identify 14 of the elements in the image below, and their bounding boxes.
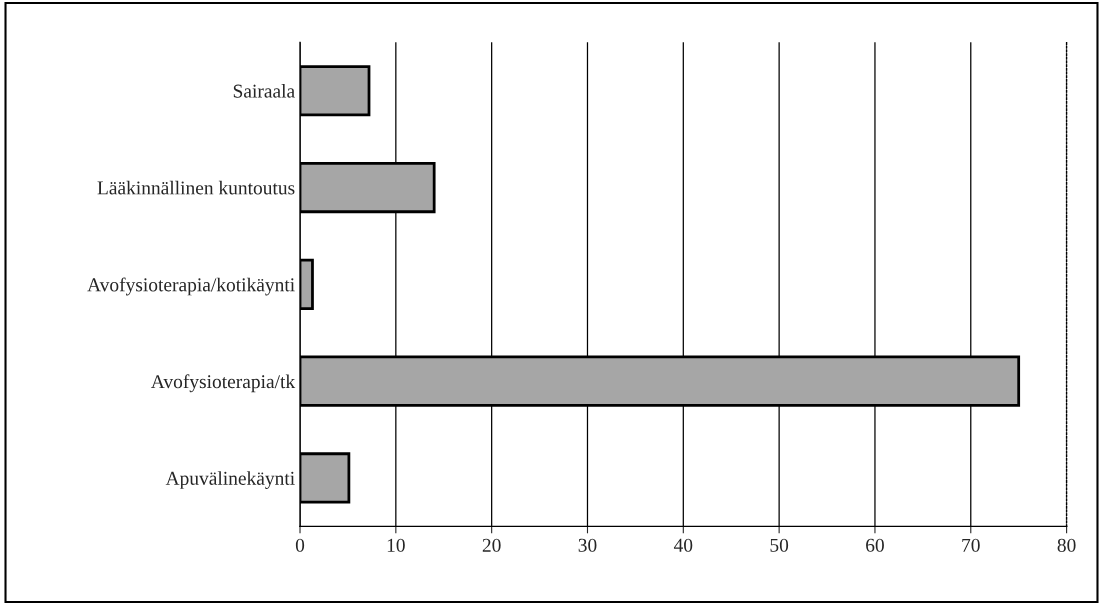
y-tick-label: Avofysioterapia/kotikäynti bbox=[87, 277, 295, 296]
x-tick-label: 10 bbox=[387, 538, 405, 552]
y-tick-label: Sairaala bbox=[233, 84, 295, 98]
x-tick-label: 80 bbox=[1057, 538, 1076, 552]
x-tick-label: 70 bbox=[962, 538, 980, 552]
x-tick-label: 30 bbox=[578, 538, 597, 552]
x-tick-label: 0 bbox=[295, 538, 305, 552]
x-tick-label: 60 bbox=[866, 538, 884, 552]
x-tick-label: 50 bbox=[770, 538, 789, 552]
x-tick-label: 40 bbox=[673, 538, 693, 552]
y-tick-label: Lääkinnällinen kuntoutus bbox=[97, 180, 295, 195]
y-tick-label: Apuvälinekäynti bbox=[165, 471, 295, 489]
y-tick-label: Avofysioterapia/tk bbox=[150, 374, 296, 393]
x-tick-label: 20 bbox=[482, 538, 501, 552]
